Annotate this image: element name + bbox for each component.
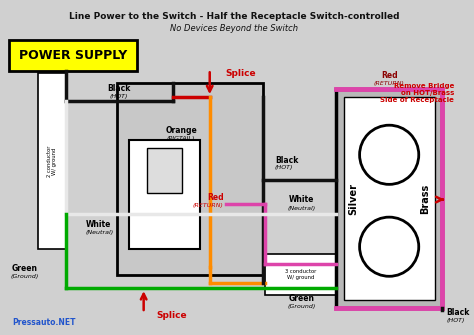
Text: Green: Green bbox=[288, 294, 314, 303]
Text: Orange: Orange bbox=[165, 126, 197, 135]
Text: (Ground): (Ground) bbox=[287, 304, 316, 309]
Text: Black: Black bbox=[275, 155, 298, 164]
Text: POWER SUPPLY: POWER SUPPLY bbox=[18, 49, 127, 62]
Bar bbox=[344, 97, 435, 300]
Text: 2 conductor
W/ ground: 2 conductor W/ ground bbox=[46, 145, 57, 177]
Text: Pressauto.NET: Pressauto.NET bbox=[12, 318, 76, 327]
Text: (Neutral): (Neutral) bbox=[85, 229, 114, 234]
FancyBboxPatch shape bbox=[9, 40, 137, 71]
Bar bbox=[117, 83, 263, 275]
Text: Green: Green bbox=[11, 264, 37, 273]
Text: (HOT): (HOT) bbox=[447, 318, 465, 323]
Circle shape bbox=[360, 125, 419, 184]
Text: Line Power to the Switch - Half the Receptacle Switch-controlled: Line Power to the Switch - Half the Rece… bbox=[69, 12, 400, 21]
Text: Brass: Brass bbox=[419, 184, 429, 214]
Bar bbox=[38, 73, 66, 249]
Bar bbox=[129, 140, 200, 249]
Text: Black: Black bbox=[107, 84, 131, 93]
Text: (HOT): (HOT) bbox=[275, 165, 293, 171]
Bar bbox=[265, 254, 336, 295]
Text: Silver: Silver bbox=[349, 183, 359, 214]
Text: (PIGTAIL): (PIGTAIL) bbox=[167, 136, 195, 141]
Circle shape bbox=[360, 217, 419, 276]
Text: (Ground): (Ground) bbox=[10, 274, 38, 279]
Text: No Devices Beyond the Switch: No Devices Beyond the Switch bbox=[170, 24, 298, 33]
Text: Red: Red bbox=[207, 193, 224, 202]
Text: Red: Red bbox=[381, 71, 398, 80]
Text: Remove Bridge
on HOT/Brass
Side of Receptacle: Remove Bridge on HOT/Brass Side of Recep… bbox=[380, 83, 454, 103]
Text: (RETURN): (RETURN) bbox=[192, 203, 224, 208]
Text: White: White bbox=[85, 220, 111, 229]
Text: Black: Black bbox=[447, 309, 470, 318]
Text: Splice: Splice bbox=[156, 312, 187, 320]
Text: (RETURN): (RETURN) bbox=[374, 81, 405, 86]
Text: (HOT): (HOT) bbox=[110, 94, 128, 99]
Text: 3 conductor
W/ ground: 3 conductor W/ ground bbox=[285, 269, 316, 280]
Bar bbox=[336, 89, 442, 308]
Text: (Neutral): (Neutral) bbox=[287, 206, 316, 211]
Text: Splice: Splice bbox=[226, 69, 256, 78]
Text: White: White bbox=[289, 196, 314, 204]
Bar bbox=[146, 148, 182, 193]
